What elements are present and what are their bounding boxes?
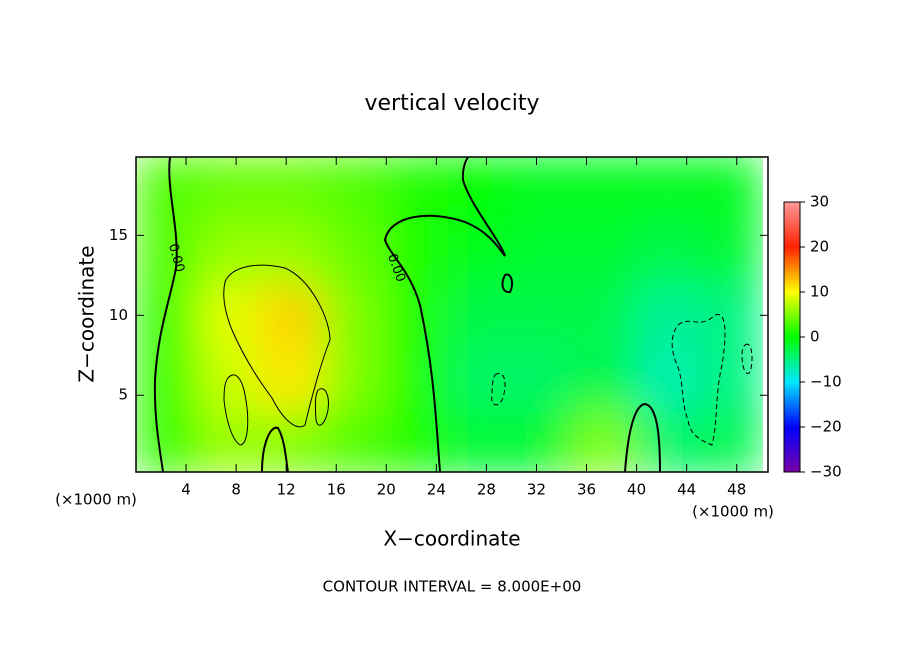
colorbar-tick-label: 20 [810,238,829,256]
cell [197,218,263,285]
cell [447,282,513,349]
zero-contour [261,426,289,472]
cell [322,346,388,413]
cell [197,282,263,349]
zero-contour [383,157,506,472]
x-tick-label: 4 [181,481,191,499]
cells [136,157,763,472]
cell [573,157,638,221]
cell [635,346,701,413]
chart-title: vertical velocity [364,91,539,116]
cell [447,410,513,472]
cell [698,282,763,349]
y-tick-label: 10 [109,306,128,324]
contour-8 [223,264,331,428]
cell [136,346,200,413]
x-tick-label: 20 [377,481,396,499]
cell [510,346,576,413]
field [136,157,763,472]
cell [447,346,513,413]
cell [197,346,263,413]
x-tick-label: 32 [527,481,546,499]
cell [635,157,701,221]
contour-neg-8 [491,372,506,406]
contour-8 [314,388,329,426]
colorbar-tick-label: −20 [810,418,842,436]
contour-8 [223,374,249,446]
y-tick-label: 15 [109,226,128,244]
zero-contour [501,273,514,294]
cell [385,282,450,349]
contour-neg-8 [671,314,726,446]
cell [698,157,763,221]
contour-neg-8 [741,343,753,374]
cell [635,218,701,285]
colorbar [783,201,801,473]
cell [322,410,388,472]
plot-frame [135,156,769,473]
cell [260,282,325,349]
y-tick-label: 5 [118,386,128,404]
cell [197,410,263,472]
colorbar-tick-label: 0 [810,328,820,346]
axes: 4 8 12 16 20 24 28 32 36 40 44 4851015−30−20−100102… [109,157,842,499]
cell [322,157,388,221]
cell [573,346,638,413]
cell [698,218,763,285]
x-unit: (×1000 m) [55,491,137,509]
cell [322,282,388,349]
y-axis-title: Z−coordinate [75,245,99,382]
cell [260,218,325,285]
cell [635,282,701,349]
x-tick-label: 24 [427,481,446,499]
colorbar-tick-label: −30 [810,463,842,481]
x-tick-label: 44 [677,481,696,499]
cell [322,218,388,285]
x-tick-label: 40 [627,481,646,499]
cell [136,282,200,349]
cell [447,157,513,221]
cell [510,218,576,285]
contour-label: 0.00 [165,242,187,274]
cell [385,157,450,221]
footnote: CONTOUR INTERVAL = 8.000E+00 [323,578,582,596]
cell [197,157,263,221]
x-unit: (×1000 m) [692,503,774,521]
cell [136,410,200,472]
cell [698,346,763,413]
cell [136,218,200,285]
cell [698,410,763,472]
cell [573,282,638,349]
colorbar-tick-label: −10 [810,373,842,391]
cell [510,157,576,221]
x-tick-label: 48 [727,481,746,499]
contours [153,157,753,472]
zero-contour [624,402,661,472]
colorbar-tick-label: 10 [810,283,829,301]
cell [510,282,576,349]
x-axis-title: X−coordinate [383,527,520,551]
cell [385,346,450,413]
cell [260,410,325,472]
cell [260,157,325,221]
cell [635,410,701,472]
cell [136,157,200,221]
cell [510,410,576,472]
zero-contour [153,157,178,472]
cell [260,346,325,413]
colorbar-tick-label: 30 [810,193,829,211]
x-tick-label: 12 [277,481,296,499]
x-tick-label: 28 [477,481,496,499]
cell [385,218,450,285]
cell [573,218,638,285]
x-tick-label: 8 [231,481,241,499]
x-tick-label: 36 [577,481,596,499]
x-tick-label: 16 [327,481,346,499]
